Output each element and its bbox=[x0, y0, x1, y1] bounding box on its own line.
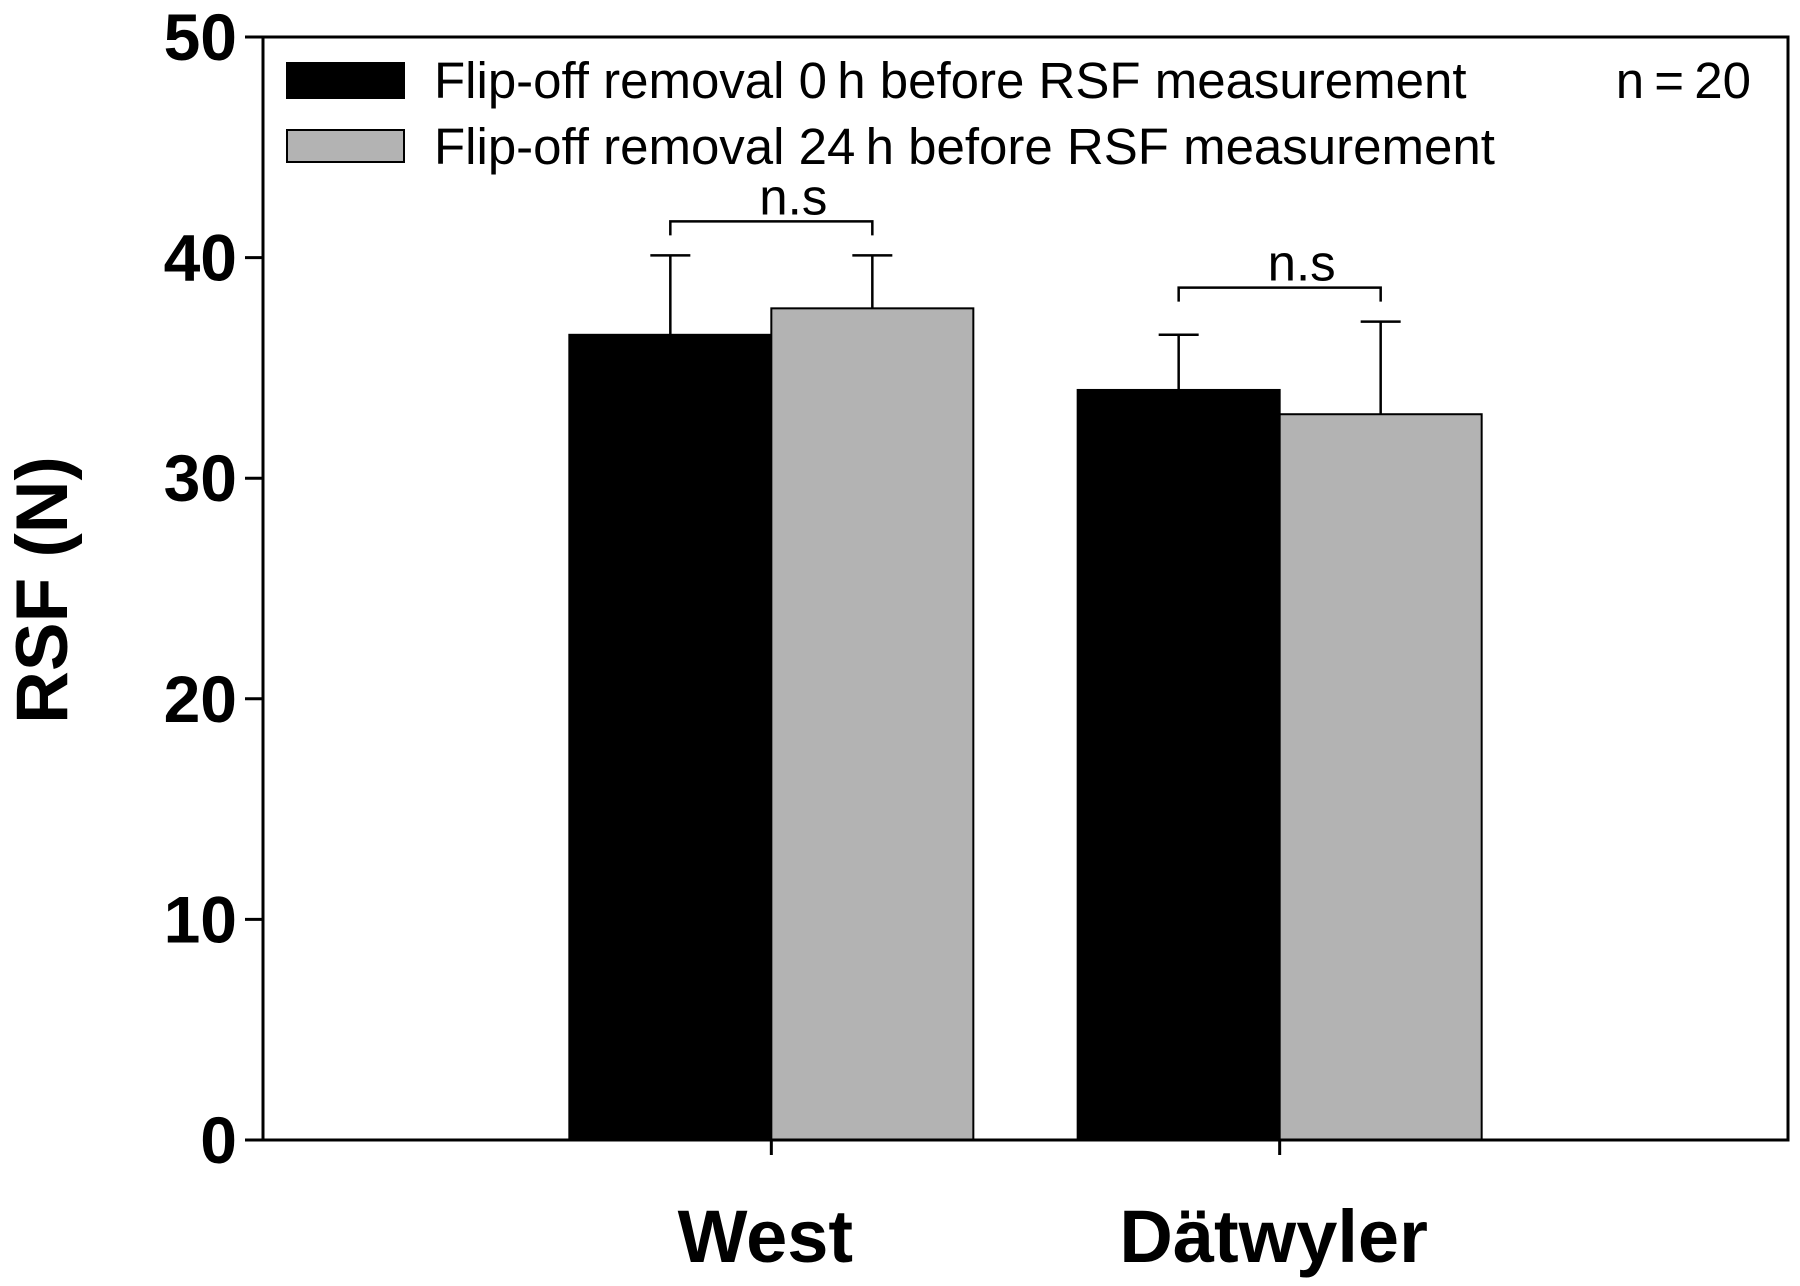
y-tick-label: 30 bbox=[164, 441, 237, 515]
error-bar-datwyler-series-1 bbox=[1158, 333, 1199, 390]
legend-label-series-2: Flip-off removal 24 h before RSF measure… bbox=[434, 118, 1495, 175]
category-label-west: West bbox=[678, 1195, 853, 1278]
y-tick-label: 20 bbox=[164, 662, 237, 736]
sample-size-note: n = 20 bbox=[1616, 52, 1751, 109]
error-bar-datwyler-series-2 bbox=[1360, 320, 1401, 415]
bar-west-series-2 bbox=[770, 307, 975, 1141]
y-tick-label: 10 bbox=[164, 882, 237, 956]
legend-swatch-series-1 bbox=[286, 62, 405, 99]
bar-west-series-1 bbox=[568, 333, 773, 1141]
axes: 0 10 20 30 40 50 West Dätwyler bbox=[164, 0, 1790, 1278]
significance-bracket-west bbox=[669, 220, 874, 236]
bar-datwyler-series-1 bbox=[1076, 388, 1281, 1141]
y-tick-label: 0 bbox=[200, 1103, 237, 1177]
plot-frame bbox=[261, 35, 1790, 1142]
legend: Flip-off removal 0 h before RSF measurem… bbox=[286, 52, 1495, 175]
y-tick-label: 40 bbox=[164, 221, 237, 295]
legend-label-series-1: Flip-off removal 0 h before RSF measurem… bbox=[434, 52, 1467, 109]
error-bar-west-series-2 bbox=[852, 254, 893, 309]
y-axis-title: RSF (N) bbox=[2, 456, 83, 724]
error-bars bbox=[650, 254, 1401, 415]
y-tick-label: 50 bbox=[164, 0, 237, 74]
significance-label-datwyler: n.s bbox=[1268, 235, 1336, 292]
legend-swatch-series-2 bbox=[286, 129, 405, 163]
bars bbox=[568, 307, 1483, 1141]
category-label-datwyler: Dätwyler bbox=[1119, 1195, 1427, 1278]
significance-bracket-datwyler bbox=[1177, 286, 1382, 302]
significance-label-west: n.s bbox=[759, 168, 827, 225]
error-bar-west-series-1 bbox=[650, 254, 691, 335]
bar-datwyler-series-2 bbox=[1278, 413, 1483, 1141]
significance-annotations: n.s n.s bbox=[669, 168, 1382, 302]
